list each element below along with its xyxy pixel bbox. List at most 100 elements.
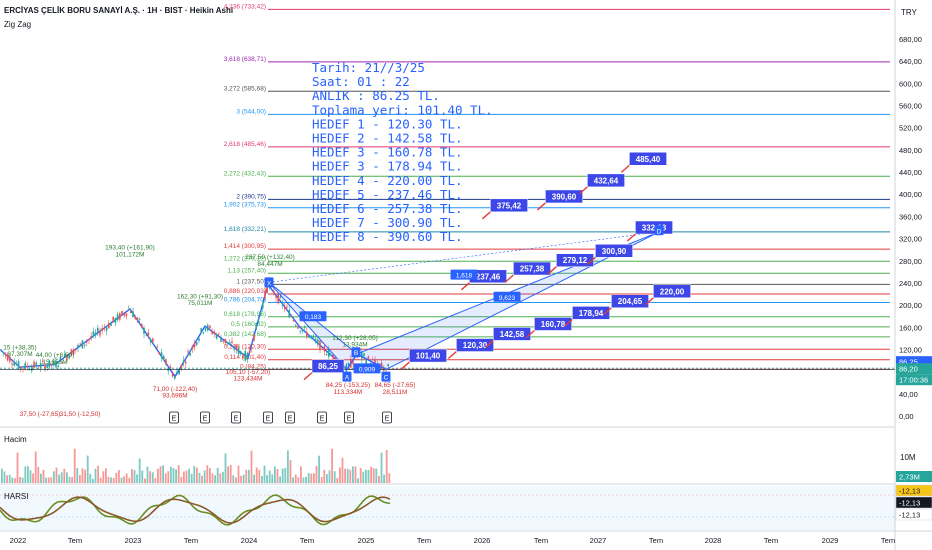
fib-label: 0,886 (220,03) <box>224 288 266 295</box>
target-value[interactable]: 237,46 <box>476 272 501 281</box>
target-value[interactable]: 485,40 <box>636 155 661 164</box>
time-tick: Tem <box>764 536 778 545</box>
candle-body <box>97 327 99 333</box>
target-box[interactable] <box>587 173 625 188</box>
harsi-value[interactable]: -12,13 <box>899 487 920 496</box>
target-box[interactable] <box>572 306 610 320</box>
volume-bar <box>190 473 193 483</box>
target-value[interactable]: 101,40 <box>416 352 441 361</box>
earnings-marker[interactable] <box>263 411 273 424</box>
target-value[interactable]: 300,90 <box>602 247 627 256</box>
volume-title[interactable]: Hacim <box>4 435 27 444</box>
volume-bar <box>242 474 245 483</box>
target-value[interactable]: 142,58 <box>500 330 525 339</box>
target-box[interactable] <box>653 284 691 299</box>
target-box[interactable] <box>311 359 345 373</box>
volume-bars <box>1 448 391 483</box>
target-box[interactable] <box>595 244 633 258</box>
candle-body <box>81 340 84 349</box>
volume-bar <box>196 467 198 483</box>
zigzag-label: 75,011M <box>188 300 213 307</box>
target-box[interactable] <box>513 261 551 276</box>
last-price-badge-2[interactable]: 86,20 <box>899 365 918 374</box>
time-axis[interactable]: 2022 Tem 2023 Tem 2024 Tem 2025 Tem 2026 Tem 2027 T… <box>10 536 895 545</box>
target-value[interactable]: 160,78 <box>541 320 566 329</box>
volume-bar <box>250 450 253 483</box>
volume-bar <box>211 473 214 483</box>
volume-bar <box>318 455 320 483</box>
earnings-marker[interactable] <box>382 411 392 424</box>
target-value[interactable]: 204,65 <box>618 297 643 306</box>
volume-bar <box>19 476 21 483</box>
earnings-marker[interactable] <box>231 411 241 424</box>
earnings-marker[interactable] <box>317 411 327 424</box>
earnings-marker[interactable] <box>285 411 295 424</box>
target-value[interactable]: 432,64 <box>594 176 619 185</box>
candle-body <box>39 362 42 368</box>
volume-bar <box>86 455 89 483</box>
target-box[interactable] <box>545 189 583 204</box>
earnings-marker[interactable] <box>169 411 179 424</box>
candle-body <box>325 354 328 356</box>
harsi-title[interactable]: HARSI <box>4 492 28 501</box>
target-labels[interactable]: 86,25 101,40 120,30 142,58 160,78 178,94 204,6… <box>303 152 691 381</box>
candle-body <box>28 369 31 371</box>
target-value[interactable]: 332,18 <box>642 224 667 233</box>
earnings-letter: E <box>385 416 390 423</box>
info-line: ANLIK : 86.25 TL. <box>312 88 440 103</box>
target-value[interactable]: 257,38 <box>520 265 545 274</box>
price-axis[interactable]: 680,00 640,00 600,00 560,00 520,00 480,00 440,… <box>895 35 932 521</box>
candle-body <box>17 361 20 370</box>
harsi-value[interactable]: -12,13 <box>899 499 920 508</box>
indicator-label[interactable]: Zig Zag <box>4 20 31 29</box>
candle-body <box>26 365 29 368</box>
target-box[interactable] <box>556 253 594 267</box>
info-line: Saat: 01 : 22 <box>312 74 410 89</box>
candle-body <box>246 352 249 360</box>
symbol-title[interactable]: ERCİYAS ÇELİK BORU SANAYİ A.Ş. · 1H · BI… <box>4 6 233 15</box>
volume-bar <box>34 451 37 483</box>
candle-body <box>266 285 268 293</box>
candle-body <box>292 320 295 322</box>
target-box[interactable] <box>490 198 528 213</box>
target-pointer <box>586 256 596 265</box>
target-value[interactable]: 220,00 <box>660 287 685 296</box>
pattern-label-text: X <box>267 280 272 287</box>
time-tick: Tem <box>649 536 663 545</box>
currency-label[interactable]: TRY <box>901 8 918 17</box>
volume-bar <box>175 469 177 483</box>
price-tick: 200,00 <box>899 301 922 310</box>
candle-body <box>180 364 183 370</box>
volume-bar <box>380 452 383 483</box>
target-pointer <box>504 274 514 283</box>
volume-bar <box>326 474 328 483</box>
volume-bar <box>185 470 188 483</box>
volume-bar <box>24 466 27 483</box>
countdown-badge[interactable]: 17:00:36 <box>899 376 928 385</box>
target-box[interactable] <box>534 317 572 331</box>
target-value[interactable]: 279,12 <box>563 256 588 265</box>
volume-bar <box>315 465 318 483</box>
volume-bar <box>92 478 94 483</box>
target-value[interactable]: 120,30 <box>463 341 488 350</box>
volume-bar <box>71 477 73 483</box>
price-tick: 680,00 <box>899 35 922 44</box>
target-value[interactable]: 375,42 <box>497 201 522 210</box>
harsi-value[interactable]: -12,13 <box>899 511 920 520</box>
earnings-marker[interactable] <box>344 411 354 424</box>
volume-last-value[interactable]: 2,73M <box>899 473 920 482</box>
target-box[interactable] <box>629 152 667 166</box>
candle-body <box>105 327 108 331</box>
target-box[interactable] <box>456 338 494 352</box>
target-value[interactable]: 390,60 <box>552 192 577 201</box>
target-value[interactable]: 86,25 <box>318 362 339 371</box>
earnings-marker[interactable] <box>200 411 210 424</box>
fib-label: 2,272 (432,43) <box>224 170 266 177</box>
target-box[interactable] <box>409 348 447 363</box>
target-value[interactable]: 178,94 <box>579 309 604 318</box>
last-price-badge[interactable]: 86,25 <box>899 358 918 367</box>
volume-bar <box>97 465 99 483</box>
candle-body <box>248 350 251 353</box>
